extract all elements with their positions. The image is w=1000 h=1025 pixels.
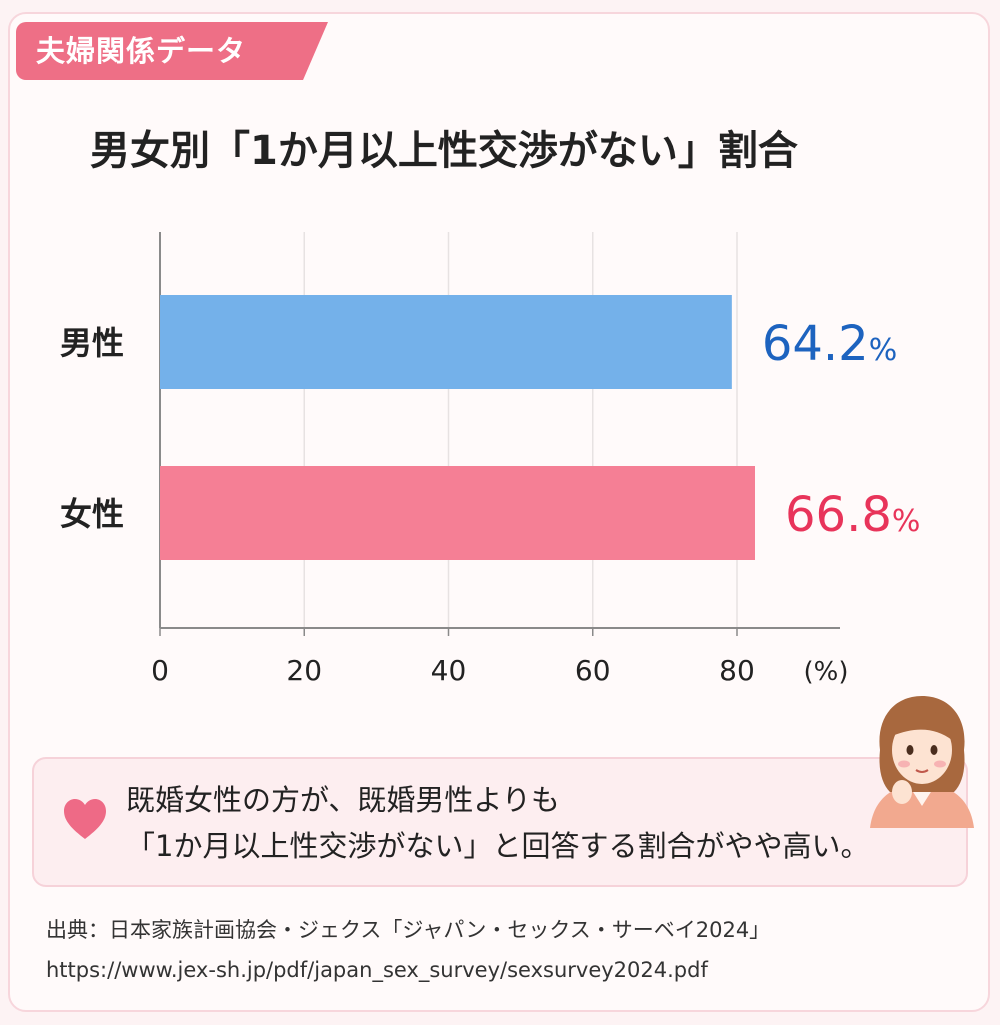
x-tick-label-20: 20 xyxy=(286,654,322,687)
category-label-female: 女性 xyxy=(60,495,124,533)
x-unit-label: (%) xyxy=(804,657,849,687)
x-tick-label-80: 80 xyxy=(719,654,755,687)
x-tick-label-60: 60 xyxy=(575,654,611,687)
x-tick-label-0: 0 xyxy=(151,654,169,687)
x-tick-label-40: 40 xyxy=(431,654,467,687)
category-tag: 夫婦関係データ xyxy=(16,22,328,80)
chart-title: 男女別「1か月以上性交渉がない」割合 xyxy=(90,128,798,174)
callout-box: 既婚女性の方が、既婚男性よりも 「1か月以上性交渉がない」と回答する割合がやや高… xyxy=(32,757,968,887)
value-label-male: 64.2% xyxy=(762,316,897,372)
value-label-female: 66.8% xyxy=(785,487,920,543)
heart-icon xyxy=(64,799,106,839)
bar-female xyxy=(160,466,755,560)
callout-line-2: 「1か月以上性交渉がない」と回答する割合がやや高い。 xyxy=(126,829,870,863)
source-citation: 出典：日本家族計画協会・ジェクス「ジャパン・セックス・サーベイ2024」 xyxy=(46,918,771,942)
callout-line-1: 既婚女性の方が、既婚男性よりも xyxy=(126,783,560,817)
source-url[interactable]: https://www.jex-sh.jp/pdf/japan_sex_surv… xyxy=(46,958,708,982)
bar-chart: 0 20 40 60 80 (%) 男性 64.2% 女性 66.8% xyxy=(60,232,920,687)
category-label-male: 男性 xyxy=(60,324,124,362)
woman-avatar-icon xyxy=(870,696,974,828)
bar-male xyxy=(160,295,732,389)
